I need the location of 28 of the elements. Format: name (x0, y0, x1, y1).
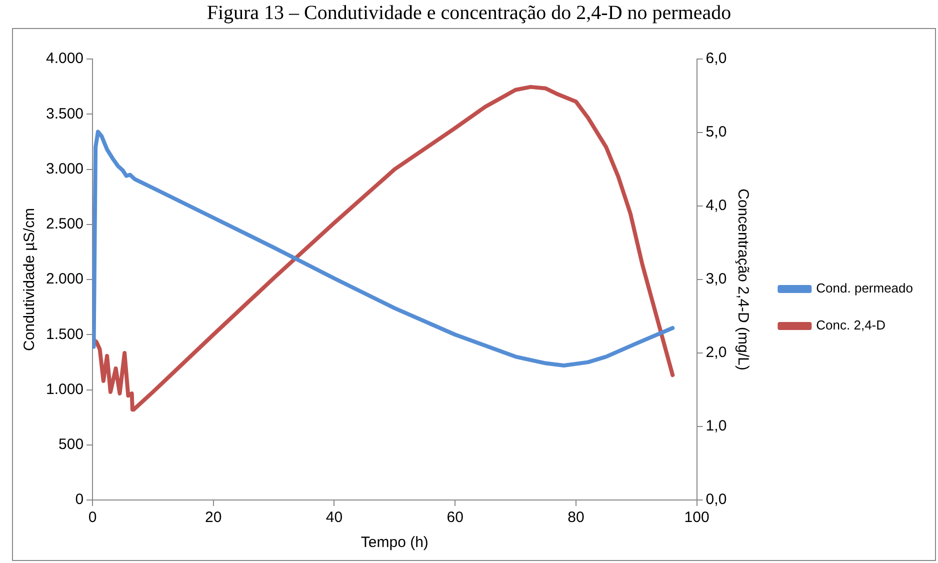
y2-tick-label: 4,0 (706, 197, 727, 214)
x-tick-label: 20 (205, 509, 222, 526)
y-tick-label: 3.000 (46, 160, 84, 178)
y-tick-label: 2.500 (46, 216, 84, 233)
y2-tick-label: 6,0 (706, 50, 727, 68)
y2-tick-label: 3,0 (706, 270, 727, 288)
x-tick-label: 100 (684, 509, 710, 526)
y-axis-title: Condutividade µS/cm (21, 208, 38, 351)
y2-tick-label: 5,0 (706, 124, 727, 141)
y2-tick-label: 1,0 (706, 418, 727, 435)
y-tick-label: 0 (75, 491, 84, 508)
y-tick-label: 4.000 (46, 50, 84, 68)
y-tick-label: 3.500 (46, 105, 84, 122)
y2-axis-title: Concentração 2,4-D (mg/L) (734, 188, 752, 370)
legend-label: Conc. 2,4-D (816, 318, 886, 333)
x-tick-label: 40 (326, 509, 343, 526)
y2-tick-label: 2,0 (706, 344, 727, 362)
x-tick-label: 80 (568, 509, 584, 526)
y-tick-label: 2.000 (46, 270, 84, 288)
chart-title: Figura 13 – Condutividade e concentração do 2,4-D no permeado (206, 2, 732, 25)
y2-tick-label: 0,0 (706, 491, 727, 508)
y-tick-label: 1.500 (46, 326, 84, 343)
x-tick-label: 60 (446, 509, 464, 526)
y-tick-label: 1.000 (46, 380, 84, 398)
legend-label: Cond. permeado (816, 280, 914, 296)
x-axis-title: Tempo (h) (360, 534, 428, 552)
y-tick-label: 500 (58, 436, 84, 454)
x-tick-label: 0 (88, 509, 97, 526)
